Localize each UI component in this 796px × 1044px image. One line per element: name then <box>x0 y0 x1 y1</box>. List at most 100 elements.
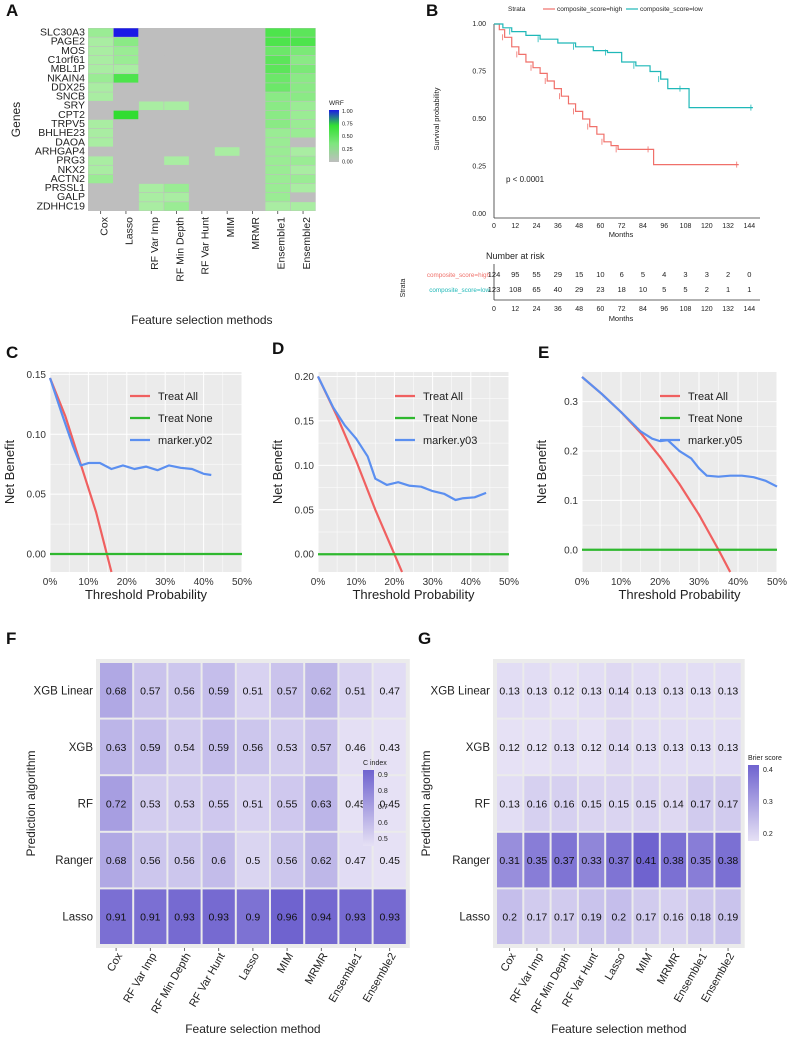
heatmap-cell <box>688 776 714 831</box>
cell-value: 0.63 <box>311 799 332 811</box>
heatmap-a-cell <box>113 165 139 175</box>
heatmap-cell <box>339 663 372 718</box>
heatmap-a-cell <box>138 83 164 92</box>
heatmap-a-cell <box>240 37 265 46</box>
heatmap-cell <box>373 719 406 775</box>
cell-value: 0.16 <box>527 799 548 811</box>
heatmap-a-cell <box>189 64 215 74</box>
cell-value: 0.14 <box>609 685 630 697</box>
heatmap-a-cell <box>265 28 291 37</box>
heatmap-cell <box>497 889 523 944</box>
heatmap-a-cell <box>113 119 139 129</box>
heatmap-a-cell <box>113 46 139 56</box>
x-tick-label: 0% <box>575 577 590 588</box>
panel-label-b: B <box>426 1 438 20</box>
heatmap-a-cell <box>88 174 113 184</box>
cell-value: 0.63 <box>106 742 127 754</box>
legend-colorbar <box>363 770 374 846</box>
heatmap-a-cell <box>240 55 265 65</box>
heatmap-a-cell <box>189 193 215 202</box>
heatmap-cell <box>339 889 372 944</box>
cell-value: 0.93 <box>208 912 229 924</box>
heatmap-a-cell <box>214 174 240 184</box>
risk-value: 1 <box>726 285 730 294</box>
heatmap-cell <box>202 832 235 888</box>
heatmap-cell <box>305 719 338 775</box>
method-label: Lasso <box>124 217 136 245</box>
row-label: XGB Linear <box>431 685 491 697</box>
heatmap-cell <box>134 832 167 888</box>
method-label: Cox <box>98 216 110 235</box>
cell-value: 0.13 <box>691 742 712 754</box>
cell-value: 0.12 <box>581 742 602 754</box>
risk-x-tick-label: 108 <box>680 306 692 313</box>
heatmap-a-cell <box>164 138 189 147</box>
y-axis-title: Prediction algorithm <box>419 750 433 856</box>
heatmap-a-cell <box>189 92 215 101</box>
risk-value: 5 <box>683 285 687 294</box>
cell-value: 0.17 <box>718 799 739 811</box>
heatmap-cell <box>168 719 201 775</box>
x-tick-label: 10% <box>78 577 98 588</box>
heatmap-cell <box>497 832 523 888</box>
heatmap-cell <box>606 719 632 775</box>
heatmap-a-cell <box>290 46 316 56</box>
gene-label: SRY <box>64 100 85 112</box>
risk-value: 55 <box>532 270 540 279</box>
legend-tick: 0.2 <box>763 831 773 838</box>
cell-value: 0.45 <box>379 799 400 811</box>
gene-label: PRSSL1 <box>45 182 85 194</box>
cell-value: 0.13 <box>636 742 657 754</box>
cell-value: 0.13 <box>499 685 520 697</box>
heatmap-a-cell <box>214 119 240 129</box>
column-label: MRMR <box>655 951 683 987</box>
panel-label-g: G <box>418 629 431 648</box>
heatmap-a-cell <box>113 74 139 83</box>
heatmap-a-cell <box>240 128 265 138</box>
heatmap-cell <box>271 832 304 888</box>
cell-value: 0.33 <box>581 855 602 867</box>
cell-value: 0.93 <box>379 912 400 924</box>
heatmap-a-cell <box>88 183 113 193</box>
heatmap-cell <box>100 776 133 831</box>
column-label: RF Var Imp <box>121 951 159 1005</box>
panel-label-a: A <box>6 1 18 20</box>
y-tick-label: 0.10 <box>295 461 315 472</box>
heatmap-a-cell <box>88 37 113 46</box>
risk-value: 2 <box>726 270 730 279</box>
method-label: Ensemble2 <box>301 217 313 270</box>
heatmap-cell <box>606 663 632 718</box>
heatmap-cell <box>688 832 714 888</box>
heatmap-a-cell <box>265 174 291 184</box>
marker-line <box>48 377 212 477</box>
heatmap-a-cell <box>88 92 113 101</box>
heatmap-a-cell <box>189 128 215 138</box>
column-label: RF Var Hunt <box>187 951 228 1009</box>
heatmap-a-cell <box>214 83 240 92</box>
heatmap-cell <box>236 889 269 944</box>
cell-value: 0.62 <box>311 855 332 867</box>
legend-tick: 0.9 <box>378 772 388 779</box>
heatmap-a-cell <box>265 83 291 92</box>
column-label: MIM <box>275 951 296 976</box>
x-axis-title: Threshold Probability <box>85 587 208 602</box>
gene-label: SNCB <box>56 91 85 103</box>
risk-value: 0 <box>747 270 751 279</box>
legend-tick: 0.75 <box>342 122 353 128</box>
heatmap-cell <box>524 832 550 888</box>
gene-label: DAOA <box>55 136 85 148</box>
legend-tick: 0.00 <box>342 159 353 165</box>
heatmap-a-cell <box>189 110 215 120</box>
risk-value: 18 <box>618 285 626 294</box>
heatmap-cell <box>524 663 550 718</box>
heatmap-cell <box>715 889 741 944</box>
heatmap-a-cell <box>88 128 113 138</box>
risk-x-tick-label: 36 <box>554 306 562 313</box>
heatmap-a-cell <box>113 37 139 46</box>
heatmap-cell <box>551 832 577 888</box>
heatmap-a-cell <box>214 74 240 83</box>
heatmap-a-cell <box>138 74 164 83</box>
legend-tick: 0.5 <box>378 836 388 843</box>
risk-x-tick-label: 132 <box>722 306 734 313</box>
risk-value: 3 <box>683 270 687 279</box>
